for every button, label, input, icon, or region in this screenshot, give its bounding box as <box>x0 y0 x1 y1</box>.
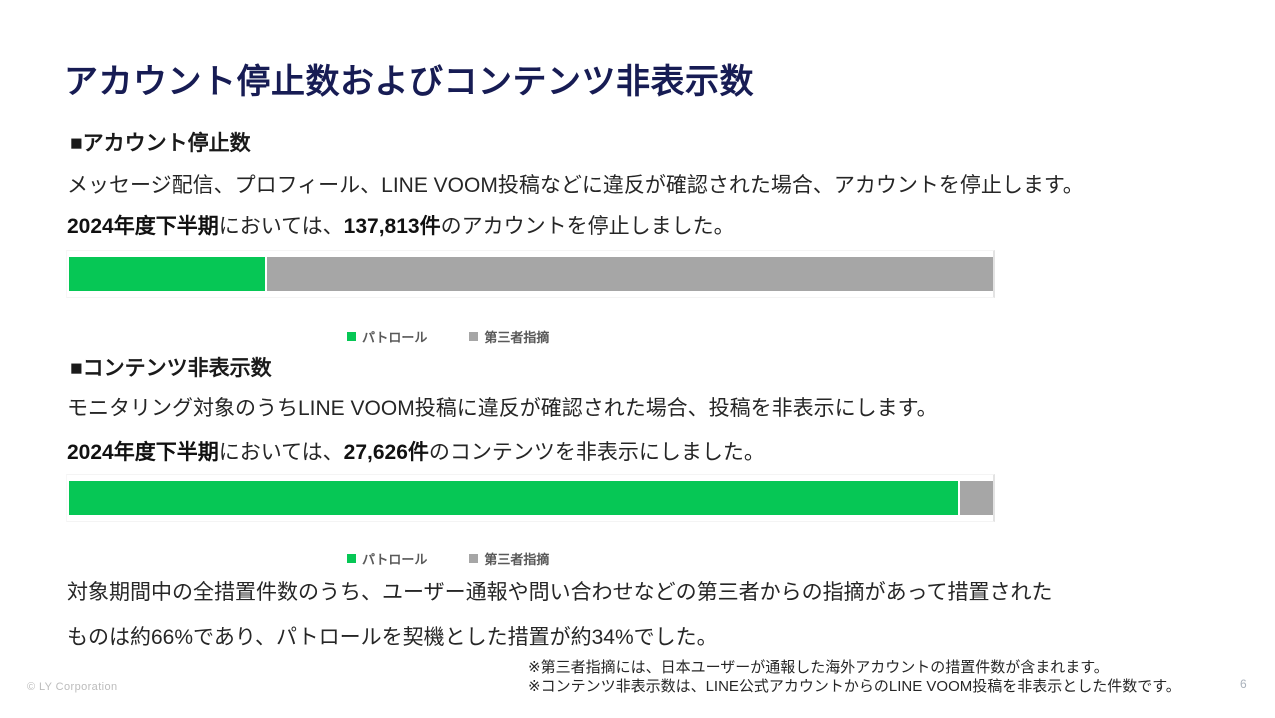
legend-item-third-party: 第三者指摘 <box>469 549 549 568</box>
stacked-bar-account <box>69 257 993 291</box>
section-heading-hidden-contents: ■コンテンツ非表示数 <box>70 357 272 380</box>
stat-period-content: 2024年度下半期 <box>67 441 219 464</box>
stat-mid-content: においては、 <box>218 441 344 464</box>
summary-line-2: ものは約66%であり、パトロールを契機とした措置が約34%でした。 <box>67 626 718 649</box>
patrol-bar-segment <box>69 257 267 291</box>
patrol-bar-segment <box>69 481 960 515</box>
third-party-swatch-icon <box>469 332 479 341</box>
legend-label-patrol: パトロール <box>362 552 428 567</box>
account-suspension-description: メッセージ配信、プロフィール、LINE VOOM投稿などに違反が確認された場合、… <box>67 174 1084 197</box>
page-number: 6 <box>1240 677 1247 691</box>
account-suspension-stat-line: 2024年度下半期においては、137,813件のアカウントを停止しました。 <box>67 210 735 240</box>
legend-label-third-party: 第三者指摘 <box>484 330 550 345</box>
stat-suffix-content: のコンテンツを非表示にしました。 <box>428 441 765 464</box>
legend-label-third-party: 第三者指摘 <box>484 552 550 567</box>
legend-item-patrol: パトロール <box>347 549 427 568</box>
page-title: アカウント停止数およびコンテンツ非表示数 <box>64 63 754 101</box>
hidden-contents-description: モニタリング対象のうちLINE VOOM投稿に違反が確認された場合、投稿を非表示… <box>67 397 938 420</box>
stat-mid-account: においては、 <box>218 215 344 238</box>
legend-label-patrol: パトロール <box>362 330 428 345</box>
patrol-swatch-icon <box>347 332 356 341</box>
copyright-label: © LY Corporation <box>27 681 118 693</box>
stat-suffix-account: のアカウントを停止しました。 <box>440 215 735 238</box>
section-heading-account-suspensions: ■アカウント停止数 <box>70 132 251 155</box>
footnote-third-party: ※第三者指摘には、日本ユーザーが通報した海外アカウントの措置件数が含まれます。 <box>528 659 1109 676</box>
footnotes: ※第三者指摘には、日本ユーザーが通報した海外アカウントの措置件数が含まれます。 … <box>528 658 1181 696</box>
third-party-bar-segment <box>959 481 993 515</box>
stat-value-content: 27,626件 <box>343 441 429 464</box>
stat-value-account: 137,813件 <box>343 215 441 238</box>
hidden-contents-stat-line: 2024年度下半期においては、27,626件のコンテンツを非表示にしました。 <box>67 436 765 466</box>
third-party-bar-segment <box>266 257 993 291</box>
chart-legend-account: パトロール 第三者指摘 <box>347 327 549 346</box>
chart-legend-content: パトロール 第三者指摘 <box>347 549 549 568</box>
legend-item-third-party: 第三者指摘 <box>469 327 549 346</box>
patrol-swatch-icon <box>347 554 356 563</box>
summary-line-1: 対象期間中の全措置件数のうち、ユーザー通報や問い合わせなどの第三者からの指摘があ… <box>67 581 1053 604</box>
legend-item-patrol: パトロール <box>347 327 427 346</box>
chart-account-suspensions <box>66 250 995 298</box>
chart-hidden-contents <box>66 474 995 522</box>
stat-period-account: 2024年度下半期 <box>67 215 219 238</box>
stacked-bar-content <box>69 481 993 515</box>
summary-paragraph: 対象期間中の全措置件数のうち、ユーザー通報や問い合わせなどの第三者からの指摘があ… <box>67 570 1053 660</box>
footnote-hidden-contents: ※コンテンツ非表示数は、LINE公式アカウントからのLINE VOOM投稿を非表… <box>528 678 1181 695</box>
third-party-swatch-icon <box>469 554 479 563</box>
